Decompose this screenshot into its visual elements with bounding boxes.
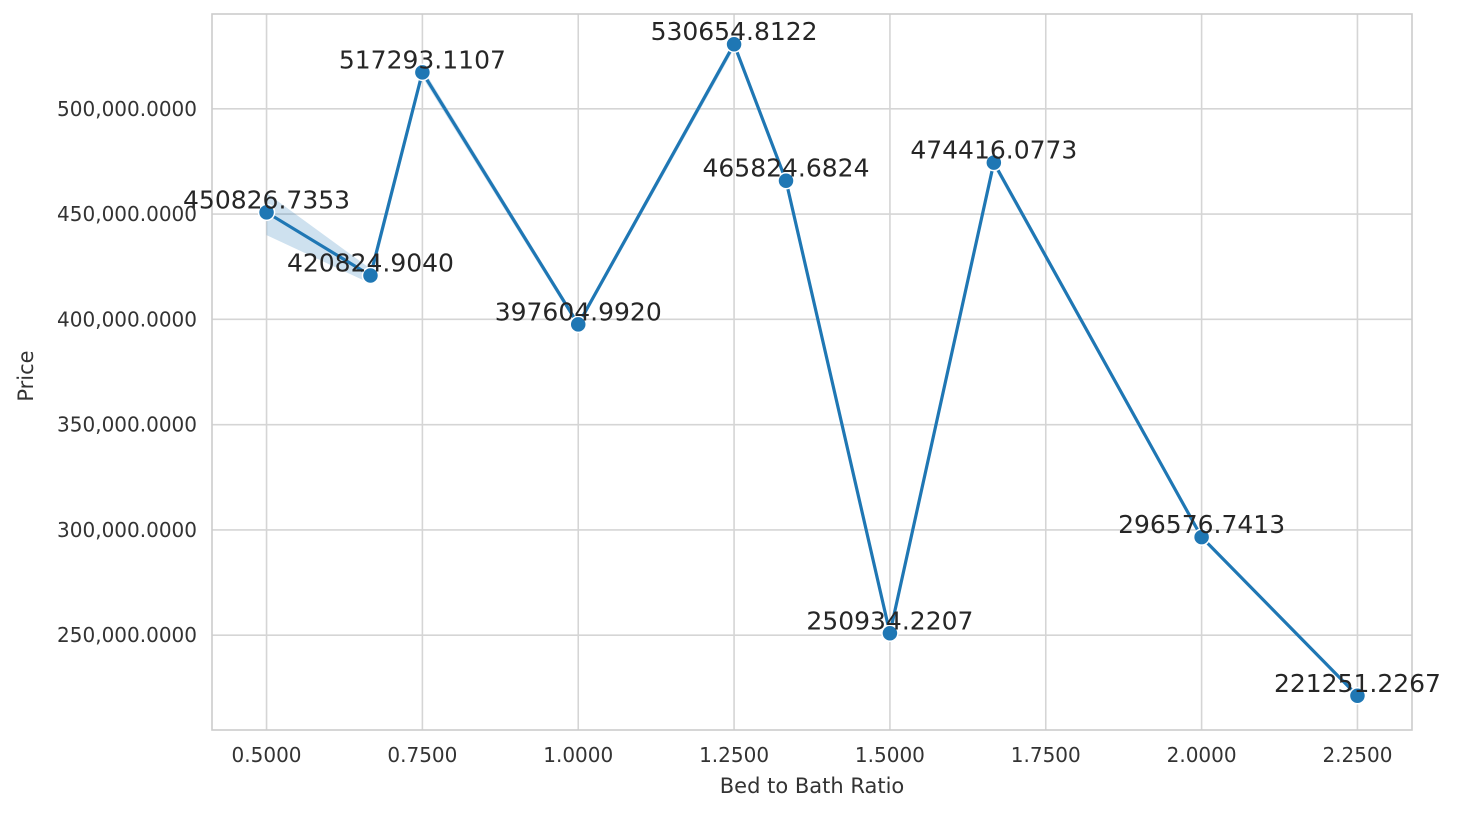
x-tick-label: 2.0000 [1167,743,1237,767]
data-label: 420824.9040 [287,248,454,277]
data-labels: 450826.7353 420824.9040 517293.1107 397604.… [183,17,1441,698]
confidence-band-area [266,40,1358,698]
series-line [265,42,1359,697]
data-label: 397604.9920 [495,297,662,326]
y-axis-label: Price [14,350,38,401]
data-label: 465824.6824 [702,154,869,183]
data-point [725,35,743,53]
data-point [413,63,432,82]
x-axis-label: Bed to Bath Ratio [720,774,905,798]
data-point [361,266,380,285]
y-tick-label: 400,000.0000 [57,307,197,331]
x-tick-label: 1.2500 [699,743,769,767]
data-label: 221251.2267 [1274,669,1441,698]
data-point [1192,528,1211,546]
grid [212,14,1412,730]
data-label: 296576.7413 [1118,510,1285,539]
series-path [265,42,1359,697]
data-markers [257,35,1367,705]
data-label: 517293.1107 [339,45,506,74]
data-point [257,203,276,222]
x-tick-label: 0.7500 [387,743,457,767]
data-label: 530654.8122 [651,17,818,46]
confidence-band [266,40,1358,698]
data-label: 250934.2207 [806,606,973,635]
y-tick-label: 350,000.0000 [57,413,197,437]
x-tick-label: 1.0000 [543,743,613,767]
y-tick-label: 450,000.0000 [57,202,197,226]
data-point [881,624,899,643]
x-tick-label: 1.5000 [855,743,925,767]
data-point [569,315,587,334]
x-tick-label: 1.7500 [1011,743,1081,767]
plot-frame [211,13,1413,731]
y-tick-label: 250,000.0000 [57,623,197,647]
data-point [985,153,1003,172]
data-label: 474416.0773 [910,136,1077,165]
y-tick-label: 500,000.0000 [57,97,197,121]
y-tick-label: 300,000.0000 [57,518,197,542]
x-tick-label: 2.2500 [1322,743,1392,767]
y-axis-ticks: 250,000.0000 300,000.0000 350,000.0000 400,… [57,97,197,647]
x-tick-label: 0.5000 [232,743,302,767]
data-point [1348,687,1367,705]
x-axis-ticks: 0.5000 0.7500 1.0000 1.2500 1.5000 1.7500 2.00… [232,743,1393,767]
data-point [777,171,795,190]
data-label: 450826.7353 [183,185,350,214]
